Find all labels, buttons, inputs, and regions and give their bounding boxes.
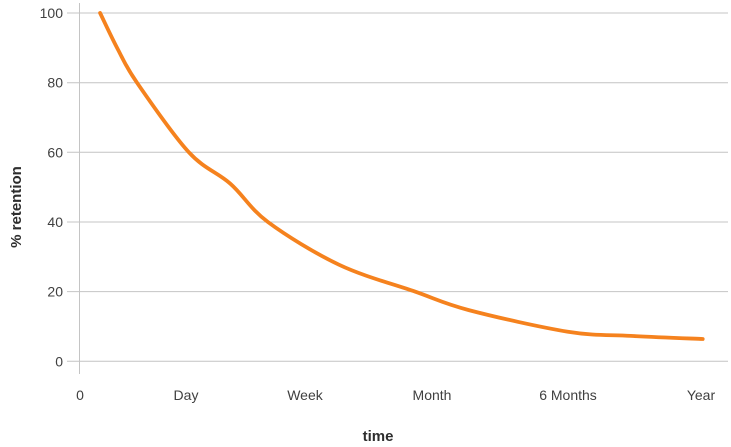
y-tick-label: 100 <box>40 5 64 21</box>
x-tick-label: 0 <box>76 387 84 403</box>
x-tick-label: Day <box>174 387 199 403</box>
gridlines <box>67 12 728 362</box>
retention-curve-line <box>98 11 705 341</box>
x-tick-label: Year <box>687 387 716 403</box>
x-tick-label: 6 Months <box>539 387 597 403</box>
y-axis-tick-labels: 100 80 60 40 20 0 <box>40 5 64 369</box>
y-tick-label: 40 <box>47 214 63 230</box>
x-tick-label: Month <box>413 387 452 403</box>
y-tick-label: 80 <box>47 75 63 91</box>
x-tick-label: Week <box>287 387 324 403</box>
y-tick-label: 20 <box>47 284 63 300</box>
y-axis-title: % retention <box>8 166 25 248</box>
x-axis-tick-labels: 0 Day Week Month 6 Months Year <box>76 387 715 403</box>
y-tick-label: 60 <box>47 144 63 160</box>
x-axis-title: time <box>363 428 394 445</box>
y-tick-label: 0 <box>55 353 63 369</box>
